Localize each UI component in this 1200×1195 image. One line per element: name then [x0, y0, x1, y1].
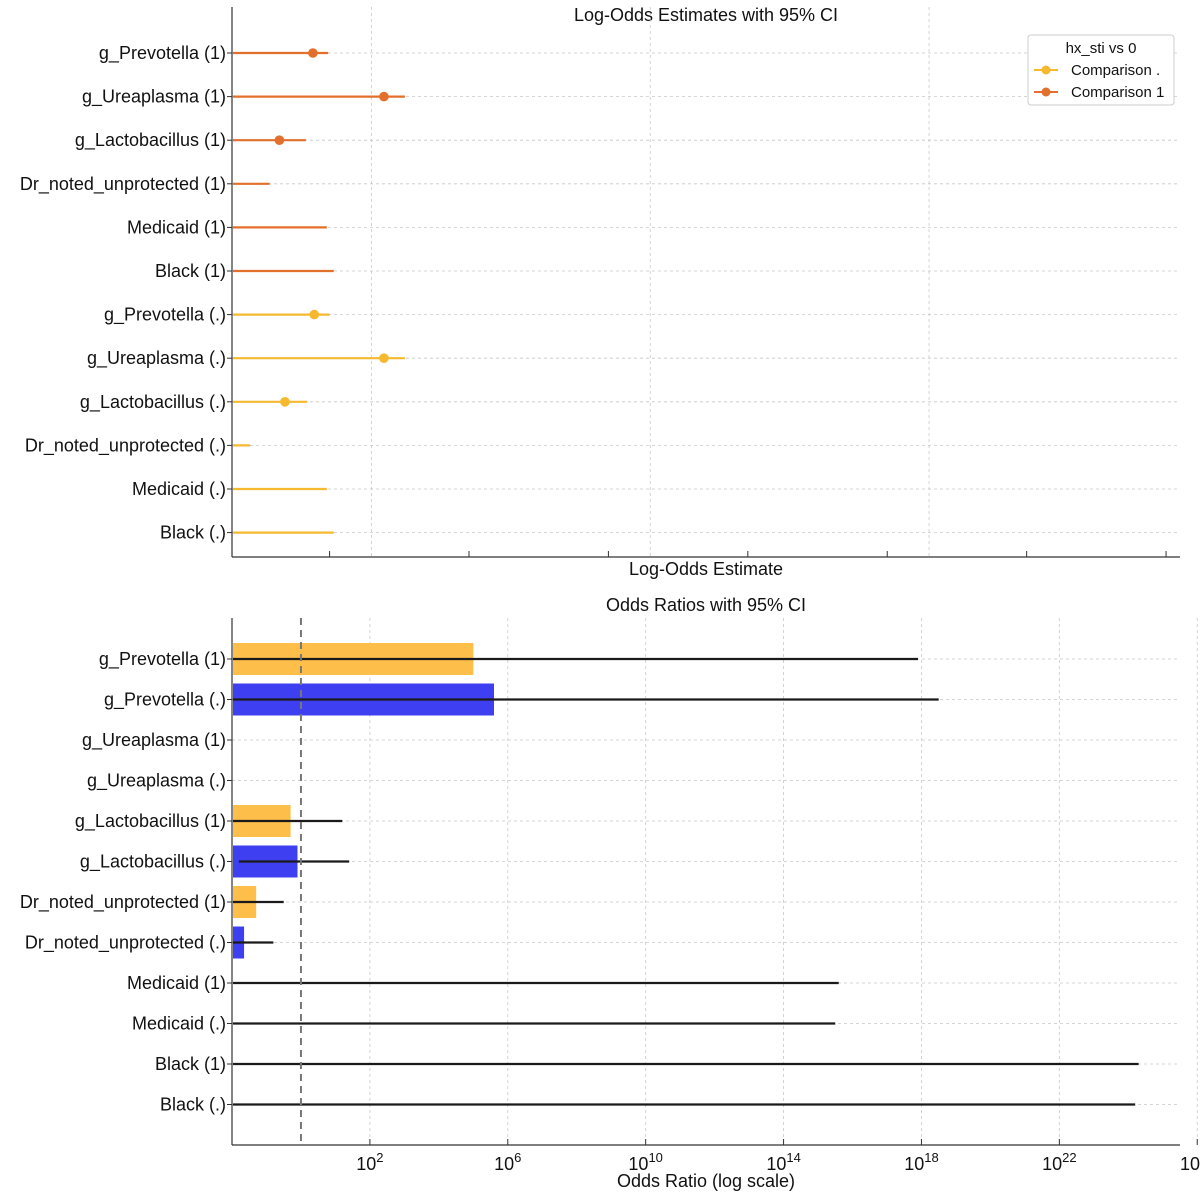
oddsratio-label-g-lactobacillus: g_Lactobacillus (.) — [80, 852, 226, 873]
logodds-category-labels: g_Prevotella (1) g_Ureaplasma (1) g_Lactob… — [20, 43, 232, 543]
logodds-label-medicaid-1: Medicaid (1) — [127, 217, 226, 237]
oddsratio-xtick-label-6: 1026 — [1180, 1150, 1200, 1174]
oddsratio-label-dr-noted-unprotected: Dr_noted_unprotected (.) — [25, 933, 226, 954]
oddsratio-ci-lines — [233, 657, 1139, 1106]
legend: hx_sti vs 0 Comparison . Comparison 1 — [1027, 34, 1175, 106]
oddsratio-label-g-prevotella-1: g_Prevotella (1) — [99, 649, 226, 670]
legend-label-0: Comparison . — [1071, 62, 1160, 79]
oddsratio-xtick-label-0: 102 — [356, 1150, 383, 1174]
logodds-label-medicaid: Medicaid (.) — [132, 479, 226, 499]
logodds-label-black: Black (.) — [160, 523, 226, 543]
oddsratio-bars — [233, 643, 494, 959]
oddsratio-title: Odds Ratios with 95% CI — [606, 595, 806, 615]
logodds-grid — [232, 7, 1180, 557]
legend-marker-1 — [1041, 87, 1051, 97]
logodds-label-g-prevotella-1: g_Prevotella (1) — [99, 43, 226, 64]
oddsratio-x-ticks: 102 106 1010 1014 1018 1022 1026 — [356, 1139, 1200, 1174]
logodds-label-g-lactobacillus: g_Lactobacillus (.) — [80, 392, 226, 413]
oddsratio-label-g-lactobacillus-1: g_Lactobacillus (1) — [75, 811, 226, 832]
oddsratio-panel: Odds Ratios with 95% CI g_Prevotella (1)… — [20, 595, 1200, 1191]
logodds-label-dr-noted-unprotected: Dr_noted_unprotected (.) — [25, 435, 226, 456]
logodds-label-g-prevotella: g_Prevotella (.) — [104, 305, 226, 326]
logodds-label-g-ureaplasma-1: g_Ureaplasma (1) — [82, 87, 226, 108]
oddsratio-x-label: Odds Ratio (log scale) — [617, 1171, 795, 1191]
legend-title: hx_sti vs 0 — [1066, 40, 1137, 57]
logodds-panel: Log-Odds Estimates with 95% CI g_Prevote… — [20, 5, 1180, 579]
logodds-x-label: Log-Odds Estimate — [629, 559, 783, 579]
legend-box — [1027, 34, 1175, 106]
oddsratio-category-labels: g_Prevotella (1) g_Prevotella (.) g_Ureapl… — [20, 649, 232, 1115]
oddsratio-label-g-prevotella: g_Prevotella (.) — [104, 690, 226, 711]
oddsratio-xtick-label-5: 1022 — [1042, 1150, 1077, 1174]
logodds-x-ticks — [329, 551, 1167, 557]
logodds-point-g-lactobacillus — [280, 397, 290, 407]
logodds-point-g-lactobacillus-1 — [274, 135, 285, 145]
logodds-point-g-prevotella — [309, 309, 320, 320]
logodds-point-g-ureaplasma — [379, 353, 389, 364]
oddsratio-xtick-label-2: 1010 — [628, 1150, 663, 1174]
oddsratio-xtick-label-3: 1014 — [766, 1150, 801, 1174]
logodds-label-g-lactobacillus-1: g_Lactobacillus (1) — [75, 130, 226, 151]
legend-marker-0 — [1041, 65, 1051, 75]
logodds-point-g-prevotella-1 — [308, 48, 318, 58]
logodds-label-black-1: Black (1) — [155, 261, 226, 281]
oddsratio-label-g-ureaplasma: g_Ureaplasma (.) — [87, 771, 226, 792]
oddsratio-xtick-label-4: 1018 — [904, 1150, 939, 1174]
logodds-label-g-ureaplasma: g_Ureaplasma (.) — [87, 348, 226, 369]
oddsratio-label-medicaid: Medicaid (.) — [132, 1014, 226, 1034]
oddsratio-xtick-label-1: 106 — [494, 1150, 521, 1174]
oddsratio-label-dr-noted-unprotected-1: Dr_noted_unprotected (1) — [20, 892, 226, 913]
logodds-point-g-ureaplasma-1 — [379, 91, 389, 102]
oddsratio-label-black: Black (.) — [160, 1095, 226, 1115]
oddsratio-label-black-1: Black (1) — [155, 1054, 226, 1074]
logodds-title: Log-Odds Estimates with 95% CI — [574, 5, 838, 25]
logodds-label-dr-noted-unprotected-1: Dr_noted_unprotected (1) — [20, 174, 226, 195]
oddsratio-label-g-ureaplasma-1: g_Ureaplasma (1) — [82, 730, 226, 751]
oddsratio-label-medicaid-1: Medicaid (1) — [127, 973, 226, 993]
logodds-marks — [233, 48, 405, 534]
legend-label-1: Comparison 1 — [1071, 84, 1164, 101]
